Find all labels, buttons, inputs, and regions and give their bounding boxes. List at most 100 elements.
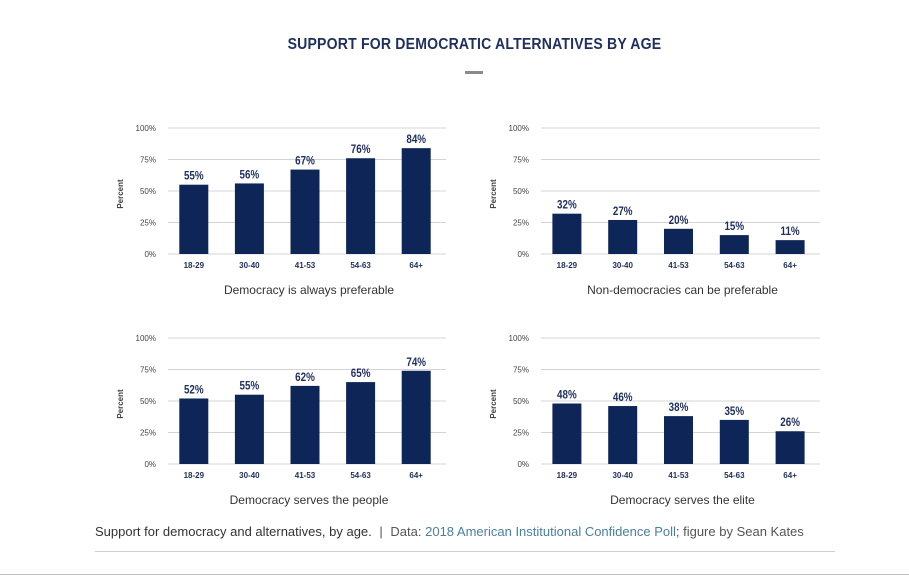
chart-4-bar — [719, 419, 749, 464]
chart-3-data-label: 52% — [184, 384, 204, 397]
chart-4-x-tick-label: 18-29 — [557, 471, 578, 480]
chart-1-data-label: 67% — [295, 155, 315, 168]
chart-2-x-tick-label: 41-53 — [668, 261, 689, 270]
chart-1-x-tick-label: 64+ — [409, 261, 423, 270]
chart-2-bar — [552, 213, 582, 254]
chart-1-x-tick-label: 18-29 — [184, 261, 205, 270]
chart-2-x-tick-label: 30-40 — [612, 261, 633, 270]
chart-1-y-tick-label: 100% — [136, 124, 156, 133]
chart-4-data-label: 26% — [780, 416, 800, 429]
chart-3-y-axis-label: Percent — [116, 389, 125, 419]
chart-1-x-tick-label: 41-53 — [295, 261, 316, 270]
chart-3-y-tick-label: 0% — [144, 460, 156, 469]
chart-4-x-tick-label: 54-63 — [724, 471, 745, 480]
chart-3-title: Democracy serves the people — [230, 493, 389, 507]
chart-1-x-tick-label: 54-63 — [350, 261, 371, 270]
chart-2-bar — [608, 219, 638, 254]
chart-1-y-tick-label: 50% — [140, 187, 156, 196]
chart-2-y-tick-label: 25% — [513, 219, 529, 228]
chart-2-bar — [664, 228, 693, 254]
chart-1-x-tick-label: 30-40 — [239, 261, 260, 270]
chart-1-data-label: 76% — [351, 143, 371, 156]
chart-1-y-tick-label: 0% — [144, 250, 156, 259]
chart-3-data-label: 62% — [295, 371, 315, 384]
chart-2-x-tick-label: 18-29 — [557, 261, 578, 270]
chart-4-y-tick-label: 75% — [513, 366, 529, 375]
caption-text: Support for democracy and alternatives, … — [95, 524, 372, 539]
caption-source-link[interactable]: 2018 American Institutional Confidence P… — [425, 524, 676, 539]
chart-2-y-tick-label: 75% — [513, 156, 529, 165]
chart-1-bar — [179, 184, 209, 254]
chart-2-data-label: 27% — [613, 205, 633, 218]
chart-1-bar — [401, 148, 431, 254]
chart-3-x-tick-label: 18-29 — [184, 471, 205, 480]
chart-3-x-tick-label: 30-40 — [239, 471, 260, 480]
chart-3-y-tick-label: 25% — [140, 429, 156, 438]
chart-2-data-label: 11% — [781, 225, 800, 238]
chart-3-bar — [179, 398, 209, 464]
chart-4-y-axis-label: Percent — [489, 389, 498, 419]
chart-2-y-tick-label: 50% — [513, 187, 529, 196]
chart-3-bar — [346, 382, 376, 464]
chart-1-data-label: 55% — [184, 170, 204, 183]
chart-2-bar — [775, 240, 805, 254]
chart-3-x-tick-label: 41-53 — [295, 471, 316, 480]
chart-4-data-label: 38% — [669, 401, 689, 414]
chart-4-y-tick-label: 0% — [517, 460, 529, 469]
chart-3-data-label: 65% — [351, 367, 371, 380]
chart-3-y-tick-label: 50% — [140, 397, 156, 406]
chart-3-bar — [234, 394, 264, 464]
chart-4-x-tick-label: 64+ — [783, 471, 797, 480]
chart-4-title: Democracy serves the elite — [610, 493, 755, 507]
caption-separator: | — [379, 524, 383, 539]
caption-source-prefix: Data: — [390, 524, 422, 539]
chart-4-bar — [552, 403, 582, 464]
chart-4-y-tick-label: 100% — [509, 334, 529, 343]
chart-4-x-tick-label: 30-40 — [612, 471, 633, 480]
chart-4-data-label: 48% — [557, 389, 577, 402]
chart-3-data-label: 74% — [406, 356, 426, 369]
chart-3-bar — [290, 385, 320, 464]
chart-4-bar — [608, 406, 638, 464]
chart-3-x-tick-label: 54-63 — [350, 471, 371, 480]
chart-2-y-axis-label: Percent — [489, 179, 498, 209]
chart-3-bar — [401, 370, 431, 464]
chart-3-y-tick-label: 100% — [136, 334, 156, 343]
chart-2-y-tick-label: 0% — [517, 250, 529, 259]
chart-1-title: Democracy is always preferable — [224, 283, 394, 297]
chart-2-title: Non-democracies can be preferable — [587, 283, 778, 297]
chart-4-y-tick-label: 50% — [513, 397, 529, 406]
chart-4-data-label: 35% — [724, 405, 744, 418]
chart-2-data-label: 32% — [557, 199, 577, 212]
page-divider — [0, 574, 909, 575]
chart-4-bar — [775, 431, 805, 464]
chart-2-x-tick-label: 54-63 — [724, 261, 745, 270]
chart-2-data-label: 20% — [669, 214, 689, 227]
chart-2-data-label: 15% — [724, 220, 744, 233]
chart-1-bar — [234, 183, 264, 254]
chart-1-data-label: 84% — [406, 133, 426, 146]
chart-4-y-tick-label: 25% — [513, 429, 529, 438]
chart-3-data-label: 55% — [240, 380, 260, 393]
chart-4-data-label: 46% — [613, 391, 633, 404]
charts-grid: 0% 25% 50% 75% 100% Percent 55% 18-29 56% 30-40 67… — [116, 124, 820, 507]
chart-2-bar — [719, 235, 749, 254]
caption-source-suffix: ; figure by Sean Kates — [675, 524, 804, 539]
chart-3-y-tick-label: 75% — [140, 366, 156, 375]
chart-1-y-axis-label: Percent — [116, 179, 125, 209]
caption-divider — [95, 551, 835, 552]
chart-4-x-tick-label: 41-53 — [668, 471, 689, 480]
main-title: SUPPORT FOR DEMOCRATIC ALTERNATIVES BY A… — [287, 36, 662, 53]
chart-4-bar — [664, 416, 693, 464]
chart-1-bar — [346, 158, 376, 254]
chart-3-x-tick-label: 64+ — [409, 471, 423, 480]
chart-2-x-tick-label: 64+ — [783, 261, 797, 270]
figure-caption: Support for democracy and alternatives, … — [95, 524, 835, 539]
chart-2-y-tick-label: 100% — [509, 124, 529, 133]
chart-1-bar — [290, 169, 320, 254]
chart-1-data-label: 56% — [240, 169, 260, 182]
title-underline — [465, 71, 483, 74]
chart-1-y-tick-label: 75% — [140, 156, 156, 165]
chart-1-y-tick-label: 25% — [140, 219, 156, 228]
